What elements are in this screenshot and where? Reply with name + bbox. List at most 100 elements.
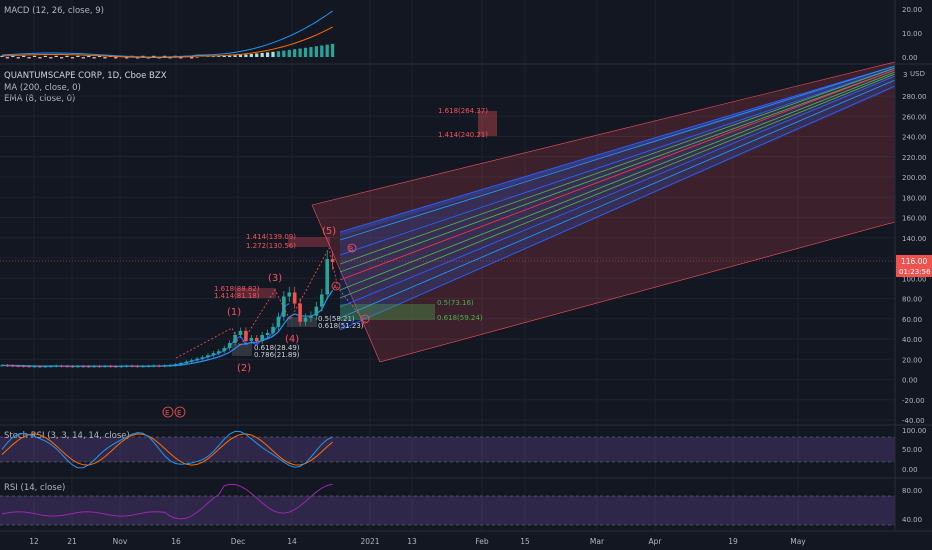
fib-box-5 <box>288 237 330 247</box>
macd-hist-bar <box>320 45 324 57</box>
macd-hist-bar <box>103 57 107 59</box>
candle-body <box>217 351 221 354</box>
candle-body <box>32 366 37 368</box>
macd-hist-bar <box>11 55 15 57</box>
fib-target-box-c <box>340 304 435 320</box>
macd-hist-bar <box>195 57 199 58</box>
candle-body <box>189 360 194 362</box>
candle-body <box>244 330 248 342</box>
macd-hist-bar <box>92 57 96 59</box>
macd-hist-bar <box>43 55 47 57</box>
macd-hist-bar <box>298 48 302 57</box>
channel-line <box>339 67 896 256</box>
time-tick-label: 14 <box>287 537 297 546</box>
candle-body <box>130 365 134 367</box>
earnings-marker-2[interactable] <box>174 406 186 418</box>
candle-body <box>86 366 91 368</box>
rsi-pane[interactable]: RSI (14, close) 80.00 40.00 <box>0 483 922 526</box>
earnings-marker-1-label: E <box>165 409 169 417</box>
macd-hist-bar <box>238 54 243 57</box>
candle-body <box>325 259 329 295</box>
time-tick-label: 2021 <box>360 537 379 546</box>
fib-channel[interactable] <box>311 61 896 363</box>
macd-pane[interactable]: MACD (12, 26, close, 9) 20.00 10.00 0.00 <box>0 6 922 62</box>
candle-body <box>0 365 4 367</box>
macd-hist-bar <box>60 57 64 59</box>
macd-hist-bar <box>260 52 264 57</box>
candle-body <box>141 366 145 368</box>
macd-hist-bar <box>179 57 183 59</box>
candle-body <box>43 366 48 368</box>
channel-line <box>339 73 896 299</box>
macd-line <box>1 10 333 58</box>
time-tick-label: Nov <box>113 537 128 546</box>
candle-body <box>254 337 259 342</box>
channel-line <box>339 67 896 265</box>
wave-label-c: C <box>362 317 366 324</box>
wave-label-4: (4) <box>285 334 299 345</box>
macd-hist-bar <box>125 57 129 59</box>
candle-body <box>162 365 167 367</box>
stoch-band <box>0 437 895 462</box>
price-tag[interactable] <box>896 255 932 277</box>
channel-line <box>339 75 896 308</box>
candle-body <box>287 292 292 297</box>
main-price-pane[interactable]: QUANTUMSCAPE CORP, 1D, Cboe BZX MA (200,… <box>0 61 932 425</box>
candle-body <box>260 334 264 342</box>
rsi-axis-ticks: 80.00 40.00 <box>902 487 922 524</box>
stoch-rsi-pane[interactable]: Stoch RSI (3, 3, 14, 14, close) 100.00 50… <box>0 427 927 474</box>
macd-axis-ticks: 20.00 10.00 0.00 <box>902 6 922 62</box>
candle-body <box>97 366 102 368</box>
candle-body <box>5 365 10 367</box>
candle-body <box>114 366 118 368</box>
time-tick-label: May <box>790 537 806 546</box>
time-tick-label: Dec <box>231 537 246 546</box>
macd-hist-bar <box>309 47 313 57</box>
earnings-marker-1[interactable] <box>162 406 174 418</box>
macd-hist-bar <box>97 55 102 57</box>
macd-hist-bar <box>54 55 58 57</box>
candle-body <box>11 365 15 367</box>
candle-body <box>108 366 113 368</box>
candle-body <box>309 315 313 318</box>
wave-label-b: B <box>349 246 353 253</box>
fib-box-2 <box>232 344 252 356</box>
candle-body <box>27 366 31 368</box>
candle-body <box>271 326 275 333</box>
candle-body <box>103 366 107 368</box>
price-tick-label: 60.00 <box>902 316 922 324</box>
macd-hist-bar <box>282 50 286 57</box>
candle-body <box>184 361 189 364</box>
wave-marker-c <box>360 314 370 324</box>
price-tick-label: 40.00 <box>902 336 922 344</box>
macd-hist-bar <box>276 51 281 57</box>
rsi-tick-label: 40.00 <box>902 516 922 524</box>
price-tick-label: 160.00 <box>902 215 927 223</box>
price-tick-label: 0.00 <box>902 377 918 385</box>
candle-body <box>303 317 308 322</box>
candle-body <box>282 296 286 317</box>
price-tick-label: -20.00 <box>902 397 925 405</box>
macd-tick-label: 10.00 <box>902 30 922 38</box>
candle-body <box>59 365 64 367</box>
wave-label-a: A <box>333 284 338 291</box>
time-axis-ticks[interactable]: 12 21 Nov 16 Dec 14 2021 13 Feb 15 Mar Apr 19 May <box>29 537 806 546</box>
candle-body <box>157 365 161 367</box>
candle-body <box>227 343 232 349</box>
fib-label-2-0786: 0.786(21.89) <box>254 351 300 359</box>
price-tick-label: 180.00 <box>902 194 927 202</box>
macd-hist-bar <box>265 52 270 57</box>
wave-label-2: (2) <box>237 363 251 374</box>
channel-line <box>339 85 896 331</box>
price-tick-label: 80.00 <box>902 296 922 304</box>
candle-body <box>151 365 156 367</box>
fib-label-3-1618: 1.618(88.82) <box>214 285 260 293</box>
candle-body <box>292 292 297 304</box>
macd-hist-bar <box>228 55 232 57</box>
macd-hist-bar <box>303 47 308 57</box>
macd-hist-bar <box>65 55 69 57</box>
candle-body <box>222 348 227 352</box>
macd-hist-bar <box>293 49 297 57</box>
macd-hist-bar <box>152 55 156 57</box>
